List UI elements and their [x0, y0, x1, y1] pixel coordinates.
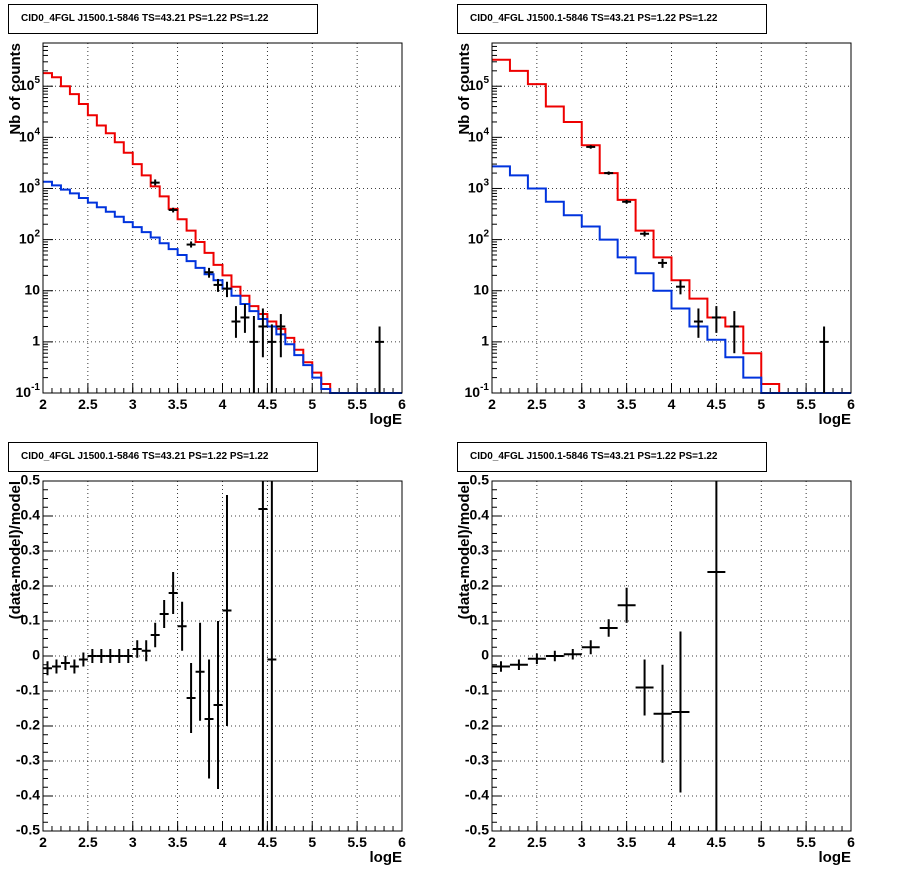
y-tick-label: 0.1	[470, 612, 490, 628]
y-tick-label: -0.3	[16, 752, 40, 768]
y-axis-label: Nb of counts	[7, 43, 24, 135]
x-axis-label: logE	[370, 411, 403, 428]
x-tick-label: 2.5	[527, 396, 547, 412]
x-tick-label: 4.5	[707, 834, 727, 850]
y-tick-label: -0.5	[465, 822, 489, 838]
y-tick-label: -0.3	[465, 752, 489, 768]
y-tick-label: 0.4	[470, 507, 490, 523]
x-tick-label: 5.5	[347, 396, 367, 412]
x-tick-label: 4.5	[707, 396, 727, 412]
chart-counts-left: 2 2.5 3 3.5 4 4.5 5 5.5 6 10-1 1 10 102 103 104 105 logE…	[7, 42, 406, 428]
x-tick-label: 2	[488, 396, 496, 412]
x-tick-label: 5	[757, 396, 765, 412]
plot-frame	[491, 480, 852, 832]
x-tick-label: 3.5	[168, 834, 188, 850]
x-tick-label: 5.5	[796, 396, 816, 412]
y-tick-label: 103	[19, 177, 41, 195]
y-tick-label: -0.4	[16, 787, 40, 803]
x-tick-label: 6	[398, 834, 406, 850]
y-tick-label: 10-1	[16, 382, 41, 400]
plot-frame	[42, 480, 403, 832]
chart-residuals-right: 2 2.5 3 3.5 4 4.5 5 5.5 6 -0.5 -0.4 -0.3 -0.2 -0.1 0 0.…	[456, 472, 855, 866]
histogram-series-1	[43, 180, 402, 394]
x-tick-label: 4	[219, 834, 227, 850]
y-tick-label: 0.3	[470, 542, 490, 558]
y-tick-label: 0.3	[21, 542, 41, 558]
y-tick-label: 105	[19, 75, 41, 93]
title-residuals-left: CID0_4FGL J1500.1-5846 TS=43.21 PS=1.22 …	[8, 442, 318, 472]
y-tick-label: -0.2	[465, 717, 489, 733]
y-tick-label: -0.5	[16, 822, 40, 838]
y-tick-label: 0.4	[21, 507, 41, 523]
y-tick-label: 10-1	[465, 382, 490, 400]
x-tick-label: 6	[847, 834, 855, 850]
y-tick-label: -0.1	[465, 682, 489, 698]
plot-frame	[42, 42, 403, 394]
x-tick-label: 4	[668, 396, 676, 412]
x-tick-label: 3.5	[617, 396, 637, 412]
chart-residuals-left: 2 2.5 3 3.5 4 4.5 5 5.5 6 -0.5 -0.4 -0.3 -0.2 -0.1 0 0.…	[7, 472, 406, 866]
x-tick-label: 5.5	[347, 834, 367, 850]
y-tick-label: 1	[32, 333, 40, 349]
y-tick-label: 0	[481, 647, 489, 663]
x-tick-label: 4.5	[258, 396, 278, 412]
x-axis-label: logE	[819, 849, 852, 866]
x-tick-label: 3	[578, 834, 586, 850]
y-tick-label: 0.2	[21, 577, 41, 593]
chart-counts-right: 2 2.5 3 3.5 4 4.5 5 5.5 6 10-1 1 10 102 103 104 105 logE…	[456, 42, 855, 428]
y-axis-label: (data-model)/model	[7, 481, 24, 619]
y-tick-label: 0.2	[470, 577, 490, 593]
y-tick-label: 104	[468, 126, 490, 144]
x-tick-label: 2	[488, 834, 496, 850]
y-tick-label: 104	[19, 126, 41, 144]
x-tick-label: 3	[129, 834, 137, 850]
y-tick-label: 0.5	[21, 472, 41, 488]
x-tick-label: 2.5	[78, 834, 98, 850]
x-tick-label: 2	[39, 834, 47, 850]
x-tick-label: 2.5	[78, 396, 98, 412]
y-tick-label: 103	[468, 177, 490, 195]
x-tick-label: 4	[219, 396, 227, 412]
y-tick-label: 102	[468, 228, 490, 246]
x-tick-label: 4	[668, 834, 676, 850]
y-tick-label: 105	[468, 75, 490, 93]
y-tick-label: 10	[473, 281, 489, 297]
x-tick-label: 2.5	[527, 834, 547, 850]
x-tick-label: 4.5	[258, 834, 278, 850]
histogram-series-1	[492, 165, 851, 394]
x-tick-label: 2	[39, 396, 47, 412]
x-tick-label: 3.5	[168, 396, 188, 412]
x-tick-label: 3	[129, 396, 137, 412]
histogram-series-0	[43, 72, 402, 394]
y-tick-label: -0.4	[465, 787, 489, 803]
plot-frame	[491, 42, 852, 394]
x-tick-label: 5.5	[796, 834, 816, 850]
y-tick-label: 0.5	[470, 472, 490, 488]
x-tick-label: 5	[308, 396, 316, 412]
x-tick-label: 5	[757, 834, 765, 850]
y-axis-label: (data-model)/model	[456, 481, 473, 619]
x-axis-label: logE	[370, 849, 403, 866]
x-tick-label: 6	[398, 396, 406, 412]
y-tick-label: 102	[19, 228, 41, 246]
y-tick-label: -0.2	[16, 717, 40, 733]
x-tick-label: 6	[847, 396, 855, 412]
y-tick-label: 10	[24, 281, 40, 297]
x-tick-label: 3	[578, 396, 586, 412]
y-tick-label: 0	[32, 647, 40, 663]
y-tick-label: 0.1	[21, 612, 41, 628]
title-residuals-right: CID0_4FGL J1500.1-5846 TS=43.21 PS=1.22 …	[457, 442, 767, 472]
title-counts-right: CID0_4FGL J1500.1-5846 TS=43.21 PS=1.22 …	[457, 4, 767, 34]
x-tick-label: 5	[308, 834, 316, 850]
y-axis-label: Nb of counts	[456, 43, 473, 135]
x-axis-label: logE	[819, 411, 852, 428]
y-tick-label: -0.1	[16, 682, 40, 698]
y-tick-label: 1	[481, 333, 489, 349]
x-tick-label: 3.5	[617, 834, 637, 850]
title-counts-left: CID0_4FGL J1500.1-5846 TS=43.21 PS=1.22 …	[8, 4, 318, 34]
